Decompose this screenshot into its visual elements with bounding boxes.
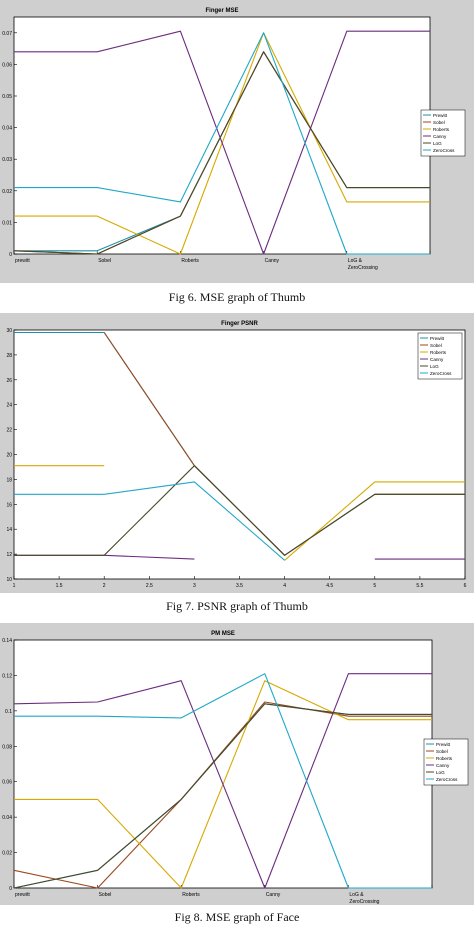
chart0-y-tick-label: 0.06 [2, 62, 12, 68]
chart2-chart-title: PM MSE [211, 631, 235, 637]
chart0-legend-label: Prewitt [433, 113, 448, 118]
chart1-y-tick-label: 14 [6, 527, 12, 533]
chart2-x-tick-label: Roberts [182, 892, 200, 898]
caption-fig8: Fig 8. MSE graph of Face [174, 910, 300, 924]
chart1-y-tick-label: 22 [6, 428, 12, 434]
chart1-legend-label: Roberts [430, 350, 447, 355]
chart1-y-tick-label: 26 [6, 378, 12, 384]
chart2-y-tick-label: 0.1 [5, 709, 12, 715]
chart0-y-tick-label: 0.04 [2, 126, 12, 132]
chart2-legend-box [423, 738, 469, 786]
chart1-chart-title: Finger PSNR [221, 321, 258, 327]
chart1-x-tick-label: 6 [464, 583, 467, 589]
chart1-legend-label: ZeroCross [430, 371, 452, 376]
chart0-x-tick-label: prewitt [15, 258, 30, 264]
chart2-series-line-zerocross [14, 673, 432, 889]
chart0-y-tick-label: 0.07 [2, 31, 12, 37]
chart2-y-tick-label: 0 [9, 886, 12, 892]
chart0-legend-label: Canny [433, 134, 447, 139]
chart0-x-tick-label: Sobel [98, 258, 111, 264]
chart0-series-line-canny [14, 30, 430, 255]
chart2-legend-label: LoG [436, 770, 445, 775]
chart1-x-tick-label: 1.5 [56, 583, 63, 589]
chart0-legend-label: Roberts [433, 127, 450, 132]
chart-finger-mse: Finger MSE 0 0.01 0.02 0.03 0.04 0.05 0.06 0.07 p… [0, 0, 474, 283]
caption-fig7: Fig 7. PSNR graph of Thumb [166, 599, 308, 613]
chart0-y-tick-label: 0.05 [2, 94, 12, 100]
chart2-x-tick-label: prewitt [15, 892, 30, 898]
chart2-y-tick-label: 0.02 [2, 851, 12, 857]
chart1-legend-box [417, 332, 463, 380]
chart-finger-psnr: Finger PSNR 10 12 14 16 18 20 22 24 26 28 30 1 1.5 2 2.… [0, 313, 474, 593]
chart0-x-tick-label: Canny [265, 258, 280, 264]
chart-pm-mse: PM MSE 0 0.02 0.04 0.06 0.08 0.1 0.12 0.14 prewit… [0, 623, 474, 905]
chart1-series-line-zerocross [14, 481, 285, 561]
chart1-x-tick-label: 3 [193, 583, 196, 589]
chart1-x-tick-label: 1 [13, 583, 16, 589]
chart2-series-line-sobel [13, 701, 432, 889]
chart1-x-tick-label: 2 [103, 583, 106, 589]
chart2-legend-label: Canny [436, 763, 450, 768]
chart1-series-line-log [14, 465, 465, 556]
chart2-y-tick-label: 0.08 [2, 744, 12, 750]
chart2-x-tick-label: LoG & ZeroCrossing [349, 892, 379, 905]
figure-panel-fig7: Finger PSNR 10 12 14 16 18 20 22 24 26 28 30 1 1.5 2 2.… [0, 313, 474, 593]
chart1-y-tick-label: 12 [6, 552, 12, 558]
chart1-legend-label: Canny [430, 357, 444, 362]
chart0-legend-box [420, 109, 466, 157]
chart0-y-tick-label: 0.02 [2, 189, 12, 195]
chart1-legend-label: LoG [430, 364, 439, 369]
chart1-y-tick-label: 16 [6, 502, 12, 508]
chart1-y-tick-label: 28 [6, 353, 12, 359]
chart0-chart-title: Finger MSE [205, 8, 238, 14]
chart1-x-tick-label: 2.5 [146, 583, 153, 589]
chart0-y-tick-label: 0.01 [2, 220, 12, 226]
chart2-plot-area [13, 639, 433, 889]
chart2-y-tick-label: 0.06 [2, 780, 12, 786]
chart1-y-tick-label: 24 [6, 403, 12, 409]
chart1-series-line-roberts [14, 465, 465, 561]
chart2-y-tick-label: 0.12 [2, 673, 12, 679]
chart2-x-tick-label: Sobel [99, 892, 112, 898]
chart1-y-tick-label: 30 [6, 328, 12, 334]
chart2-legend-label: Prewitt [436, 742, 451, 747]
chart2-series-line-canny [13, 673, 432, 889]
chart0-legend-label: LoG [433, 141, 442, 146]
chart1-x-tick-label: 3.5 [236, 583, 243, 589]
chart0-legend-label: ZeroCross [433, 148, 455, 153]
chart2-legend-label: Sobel [436, 749, 448, 754]
chart0-series-line-zerocross [14, 32, 430, 255]
chart1-legend-label: Prewitt [430, 336, 445, 341]
chart1-legend-label: Sobel [430, 343, 442, 348]
chart2-legend-label: ZeroCross [436, 777, 458, 782]
chart0-y-tick-label: 0.03 [2, 157, 12, 163]
chart2-series-line-log [13, 703, 432, 889]
chart1-x-tick-label: 4.5 [326, 583, 333, 589]
chart1-x-tick-label: 5 [373, 583, 376, 589]
chart0-y-tick-label: 0 [9, 252, 12, 258]
chart1-x-tick-label: 4 [283, 583, 286, 589]
chart2-legend-label: Roberts [436, 756, 453, 761]
chart1-y-tick-label: 10 [6, 577, 12, 583]
figure-panel-fig6: Finger MSE 0 0.01 0.02 0.03 0.04 0.05 0.06 0.07 p… [0, 0, 474, 283]
chart0-plot-area [13, 16, 431, 255]
chart0-legend-label: Sobel [433, 120, 445, 125]
chart2-y-tick-label: 0.04 [2, 815, 12, 821]
chart0-x-tick-label: LoG & ZeroCrossing [348, 258, 378, 271]
chart1-plot-area [13, 329, 466, 580]
caption-fig6: Fig 6. MSE graph of Thumb [168, 290, 306, 304]
chart0-series-line-log [13, 51, 430, 255]
chart2-x-tick-label: Canny [266, 892, 281, 898]
chart1-x-tick-label: 5.5 [416, 583, 423, 589]
figure-panel-fig8: PM MSE 0 0.02 0.04 0.06 0.08 0.1 0.12 0.14 prewit… [0, 623, 474, 905]
chart2-y-tick-label: 0.14 [2, 638, 12, 644]
chart0-x-tick-label: Roberts [181, 258, 199, 264]
chart1-y-tick-label: 20 [6, 453, 12, 459]
chart1-y-tick-label: 18 [6, 477, 12, 483]
